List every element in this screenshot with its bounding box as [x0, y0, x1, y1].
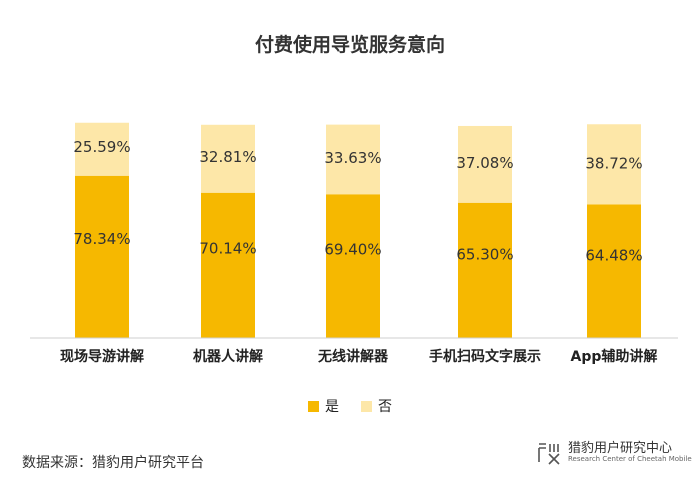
brand-logo: 猎豹用户研究中心 Research Center of Cheetah Mobi…: [536, 440, 692, 466]
category-label-1: 机器人讲解: [193, 348, 263, 365]
bar-no-2: [326, 124, 380, 195]
bar-yes-0: [75, 175, 129, 338]
data-label-yes-4: 64.48%: [585, 247, 642, 265]
data-label-no-4: 38.72%: [585, 154, 642, 172]
bar-yes-3: [458, 202, 512, 338]
category-label-2: 无线讲解器: [317, 348, 389, 365]
legend-label-yes: 是: [325, 399, 339, 415]
data-source-note: 数据来源：猎豹用户研究平台: [22, 455, 204, 471]
data-label-no-3: 37.08%: [456, 154, 513, 172]
legend: 是 否: [0, 396, 700, 416]
legend-item-yes: 是: [308, 396, 339, 416]
logo-name-en: Research Center of Cheetah Mobile: [568, 455, 692, 464]
category-label-3: 手机扫码文字展示: [429, 348, 541, 365]
data-label-yes-0: 78.34%: [73, 230, 130, 248]
data-label-yes-3: 65.30%: [456, 246, 513, 264]
data-label-yes-1: 70.14%: [199, 240, 256, 258]
bar-yes-2: [326, 194, 380, 338]
cheetah-logo-icon: [538, 443, 560, 465]
bars-group: [75, 122, 641, 338]
bar-no-4: [587, 124, 641, 205]
data-label-no-2: 33.63%: [324, 149, 381, 167]
chart-title: 付费使用导览服务意向: [254, 34, 445, 56]
labels-group: 78.34% 25.59% 现场导游讲解 70.14% 32.81% 机器人讲解 69.40…: [60, 138, 657, 365]
bar-no-1: [201, 124, 255, 193]
legend-swatch-no: [361, 400, 372, 412]
legend-label-no: 否: [378, 399, 392, 415]
data-label-no-1: 32.81%: [199, 148, 256, 166]
data-label-no-0: 25.59%: [73, 138, 130, 156]
bar-no-0: [75, 122, 129, 176]
data-label-yes-2: 69.40%: [324, 241, 381, 259]
category-label-0: 现场导游讲解: [60, 348, 144, 365]
bar-no-3: [458, 125, 512, 203]
legend-swatch-yes: [308, 400, 319, 412]
bar-yes-4: [587, 204, 641, 338]
logo-name-cn: 猎豹用户研究中心: [568, 441, 673, 456]
category-label-4: App辅助讲解: [571, 348, 658, 365]
legend-item-no: 否: [361, 396, 392, 416]
bar-yes-1: [201, 192, 255, 338]
